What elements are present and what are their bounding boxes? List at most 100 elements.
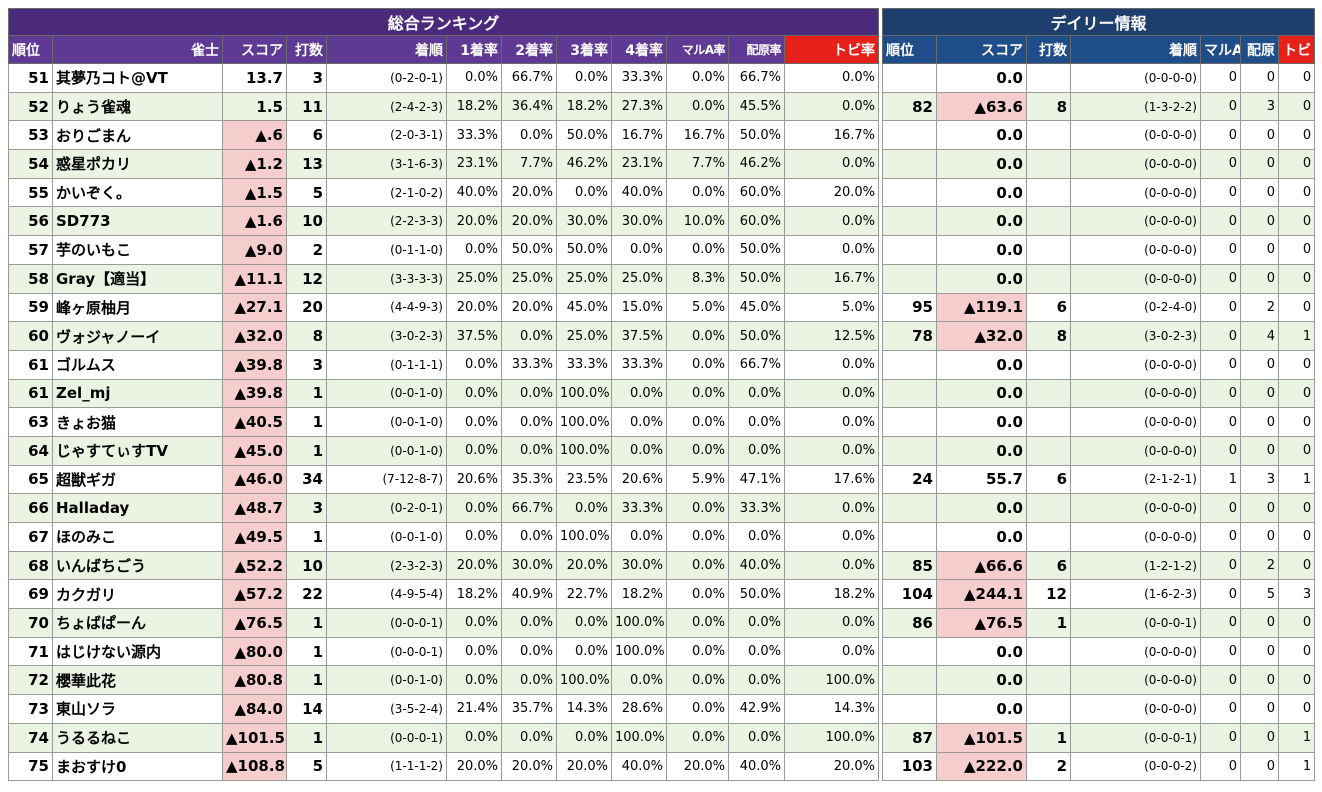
haigen-rate-cell: 0.0% (728, 722, 785, 753)
third-rate-cell: 14.3% (556, 694, 612, 724)
fourth-rate-cell: 37.5% (611, 321, 667, 351)
daily-score-cell: 0.0 (936, 63, 1027, 93)
tobi-rate-cell: 0.0% (783, 91, 880, 122)
table-row: 55 かいぞく。 ▲1.5 5 (2-1-0-2) 40.0% 20.0% 0.0% 40.0%… (8, 177, 880, 208)
games-cell: 1 (286, 407, 327, 437)
second-rate-cell: 7.7% (501, 149, 557, 179)
tobi-rate-cell: 18.2% (783, 579, 880, 610)
first-rate-cell: 40.0% (446, 177, 502, 208)
order-cell: (0-0-1-0) (326, 435, 447, 466)
daily-rank-cell (882, 435, 937, 466)
second-rate-cell: 50.0% (501, 235, 557, 265)
player-name-cell: Halladay (52, 493, 223, 523)
games-cell: 10 (286, 550, 327, 581)
daily-order-cell: (0-0-0-1) (1070, 608, 1201, 638)
third-rate-cell: 20.0% (556, 751, 612, 782)
daily-marua-cell: 0 (1200, 407, 1241, 437)
daily-tobi-cell: 0 (1277, 550, 1316, 581)
games-cell: 1 (286, 435, 327, 466)
daily-score-cell: 0.0 (936, 149, 1027, 179)
fourth-rate-cell: 100.0% (611, 608, 667, 638)
rank-cell: 58 (8, 263, 53, 294)
first-rate-cell: 0.0% (446, 407, 502, 437)
games-cell: 3 (286, 493, 327, 523)
daily-tobi-cell: 1 (1277, 321, 1316, 351)
third-rate-cell: 0.0% (556, 722, 612, 753)
daily-rank-cell (882, 522, 937, 552)
tobi-rate-cell: 0.0% (783, 206, 880, 237)
daily-order-cell: (3-0-2-3) (1070, 321, 1201, 351)
third-rate-cell: 25.0% (556, 321, 612, 351)
third-rate-cell: 20.0% (556, 550, 612, 581)
header-daily-rank: 順位 (882, 35, 937, 64)
marua-rate-cell: 0.0% (666, 694, 729, 724)
rank-cell: 68 (8, 550, 53, 581)
daily-table-row: 85 ▲66.6 6 (1-2-1-2) 0 2 0 (882, 550, 1316, 581)
rank-cell: 59 (8, 292, 53, 323)
marua-rate-cell: 16.7% (666, 120, 729, 151)
daily-tobi-cell: 0 (1277, 235, 1316, 265)
first-rate-cell: 0.0% (446, 722, 502, 753)
daily-marua-cell: 0 (1200, 177, 1241, 208)
haigen-rate-cell: 0.0% (728, 435, 785, 466)
marua-rate-cell: 5.9% (666, 464, 729, 495)
daily-haigen-cell: 0 (1240, 120, 1279, 151)
daily-games-cell (1026, 493, 1071, 523)
daily-order-cell: (0-0-0-0) (1070, 694, 1201, 724)
daily-rank-cell: 78 (882, 321, 937, 351)
order-cell: (2-1-0-2) (326, 177, 447, 208)
daily-order-cell: (0-0-0-0) (1070, 522, 1201, 552)
daily-order-cell: (0-0-0-0) (1070, 149, 1201, 179)
daily-order-cell: (1-2-1-2) (1070, 550, 1201, 581)
score-cell: ▲39.8 (222, 349, 287, 380)
player-name-cell: 芋のいもこ (52, 235, 223, 265)
header-player: 雀士 (52, 35, 223, 64)
daily-marua-cell: 0 (1200, 91, 1241, 122)
score-cell: ▲1.5 (222, 177, 287, 208)
marua-rate-cell: 0.0% (666, 349, 729, 380)
player-name-cell: ゴルムス (52, 349, 223, 380)
player-name-cell: いんばちごう (52, 550, 223, 581)
first-rate-cell: 0.0% (446, 636, 502, 667)
daily-games-cell (1026, 435, 1071, 466)
order-cell: (0-0-1-0) (326, 665, 447, 696)
marua-rate-cell: 20.0% (666, 751, 729, 782)
daily-rank-cell (882, 636, 937, 667)
order-cell: (2-4-2-3) (326, 91, 447, 122)
daily-table-row: 78 ▲32.0 8 (3-0-2-3) 0 4 1 (882, 321, 1316, 351)
tobi-rate-cell: 0.0% (783, 608, 880, 638)
daily-marua-cell: 0 (1200, 694, 1241, 724)
rank-cell: 74 (8, 722, 53, 753)
third-rate-cell: 50.0% (556, 120, 612, 151)
haigen-rate-cell: 33.3% (728, 493, 785, 523)
games-cell: 3 (286, 349, 327, 380)
second-rate-cell: 35.3% (501, 464, 557, 495)
tobi-rate-cell: 12.5% (783, 321, 880, 351)
daily-games-cell (1026, 407, 1071, 437)
daily-marua-cell: 0 (1200, 550, 1241, 581)
daily-haigen-cell: 0 (1240, 349, 1279, 380)
player-name-cell: かいぞく。 (52, 177, 223, 208)
first-rate-cell: 0.0% (446, 522, 502, 552)
daily-games-cell: 2 (1026, 751, 1071, 782)
score-cell: ▲.6 (222, 120, 287, 151)
daily-score-cell: ▲63.6 (936, 91, 1027, 122)
haigen-rate-cell: 50.0% (728, 321, 785, 351)
third-rate-cell: 50.0% (556, 235, 612, 265)
marua-rate-cell: 0.0% (666, 378, 729, 409)
daily-score-cell: ▲101.5 (936, 722, 1027, 753)
daily-tobi-cell: 0 (1277, 493, 1316, 523)
rank-cell: 65 (8, 464, 53, 495)
fourth-rate-cell: 18.2% (611, 579, 667, 610)
table-row: 67 ほのみこ ▲49.5 1 (0-0-1-0) 0.0% 0.0% 100.0% 0.0% 0… (8, 522, 880, 552)
daily-order-cell: (0-0-0-0) (1070, 349, 1201, 380)
games-cell: 6 (286, 120, 327, 151)
daily-tobi-cell: 0 (1277, 694, 1316, 724)
tobi-rate-cell: 0.0% (783, 550, 880, 581)
tobi-rate-cell: 100.0% (783, 722, 880, 753)
rank-cell: 63 (8, 407, 53, 437)
daily-marua-cell: 0 (1200, 349, 1241, 380)
daily-rank-cell (882, 349, 937, 380)
overall-ranking-table: 総合ランキング 順位 雀士 スコア 打数 着順 1着率 2着率 3着率 4着率 マルA率 配原率 トビ… (7, 8, 880, 782)
daily-info-title: デイリー情報 (881, 8, 1316, 36)
